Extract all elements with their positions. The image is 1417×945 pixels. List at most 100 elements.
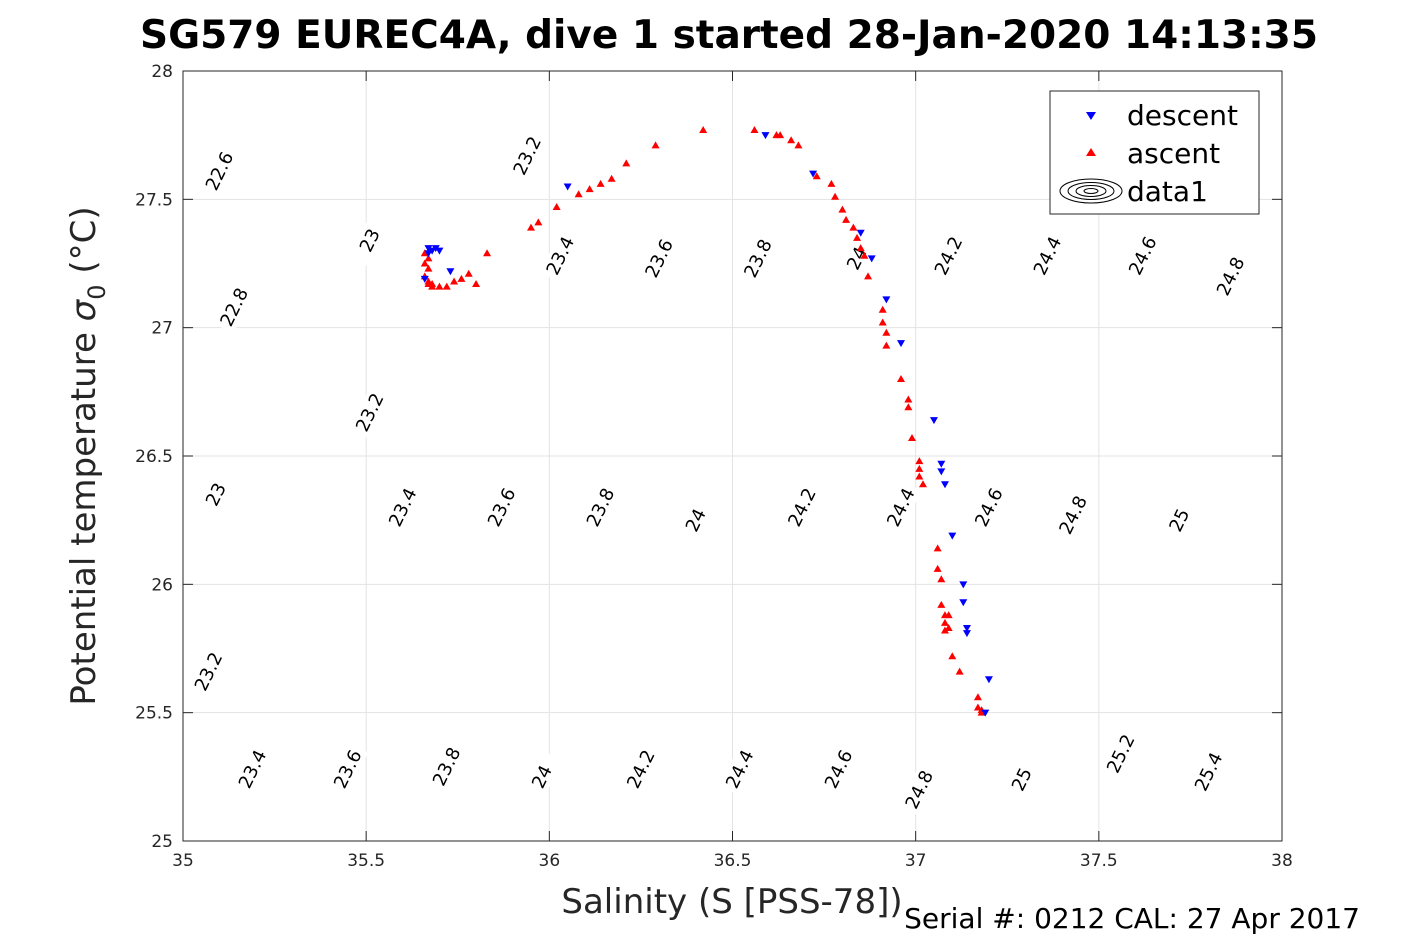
contour-label-background bbox=[1158, 493, 1200, 547]
ascent-marker-icon bbox=[1086, 148, 1096, 156]
ascent-point bbox=[915, 464, 924, 472]
serial-calibration-footer: Serial #: 0212 CAL: 27 Apr 2017 bbox=[904, 902, 1360, 935]
descent-point bbox=[937, 460, 946, 468]
descent-point bbox=[959, 599, 968, 607]
ascent-point bbox=[651, 141, 660, 149]
descent-point bbox=[424, 245, 433, 253]
contour-label-background bbox=[898, 763, 940, 817]
y-axis-label-subscript: 0 bbox=[83, 284, 111, 299]
ascent-point bbox=[750, 126, 759, 134]
y-axis-ticks: 25 25.5 26 26.5 27 27.5 28 bbox=[135, 62, 1282, 852]
x-axis-label: Salinity (S [PSS-78]) bbox=[561, 882, 902, 922]
x-axis-ticks: 35 35.5 36 36.5 37 37.5 38 bbox=[172, 71, 1293, 871]
descent-point bbox=[962, 630, 971, 638]
x-tick-label: 35.5 bbox=[347, 851, 385, 871]
contour-label-background bbox=[968, 480, 1010, 534]
ascent-point bbox=[918, 480, 927, 488]
contour-label-background bbox=[620, 742, 662, 796]
ascent-point bbox=[464, 269, 473, 277]
legend-item-descent: descent bbox=[1086, 99, 1238, 132]
descent-point bbox=[981, 709, 990, 717]
chart-title: SG579 EUREC4A, dive 1 started 28-Jan-202… bbox=[140, 13, 1318, 58]
contour-label-background bbox=[481, 480, 523, 534]
legend-label-ascent: ascent bbox=[1127, 137, 1220, 170]
ascent-point bbox=[973, 703, 982, 711]
descent-point bbox=[937, 468, 946, 476]
ascent-point bbox=[937, 575, 946, 583]
ascent-point bbox=[787, 136, 796, 144]
legend-label-descent: descent bbox=[1127, 99, 1238, 132]
ascent-point bbox=[860, 251, 869, 259]
ascent-point bbox=[882, 341, 891, 349]
descent-point bbox=[940, 481, 949, 489]
y-axis-label-unit: (°C) bbox=[64, 206, 104, 273]
contour-label-background bbox=[1122, 229, 1164, 283]
contour-label-background bbox=[928, 229, 970, 283]
ascent-point bbox=[596, 179, 605, 187]
ascent-point bbox=[585, 185, 594, 193]
ascent-point bbox=[944, 623, 953, 631]
ascent-point bbox=[977, 708, 986, 716]
contour-label-background bbox=[521, 750, 563, 804]
ascent-point bbox=[937, 600, 946, 608]
contour-label-background bbox=[349, 214, 391, 267]
legend-box bbox=[1049, 90, 1260, 215]
legend: descent ascent data1 bbox=[1049, 90, 1260, 215]
descent-point bbox=[446, 268, 455, 276]
ascent-point bbox=[933, 544, 942, 552]
descent-point bbox=[856, 229, 865, 237]
contour-label-background bbox=[1210, 249, 1252, 303]
contour-label-background bbox=[818, 742, 860, 796]
ascent-point bbox=[442, 282, 451, 290]
ascent-point bbox=[428, 282, 437, 290]
descent-point bbox=[424, 250, 433, 258]
contour-label-background bbox=[349, 385, 391, 439]
contour-label-background bbox=[188, 645, 230, 698]
y-tick-label: 26.5 bbox=[135, 447, 173, 467]
descent-series bbox=[420, 132, 993, 717]
descent-point bbox=[420, 275, 429, 283]
ascent-point bbox=[435, 282, 444, 290]
x-tick-label: 38 bbox=[1271, 851, 1293, 871]
ascent-point bbox=[552, 203, 561, 211]
contour-label-background bbox=[232, 742, 274, 796]
contour-label-background bbox=[580, 480, 622, 534]
ascent-point bbox=[904, 403, 913, 411]
ascent-point bbox=[838, 205, 847, 213]
ascent-series bbox=[420, 126, 986, 716]
y-tick-label: 25 bbox=[151, 832, 173, 852]
ascent-point bbox=[699, 126, 708, 134]
ascent-point bbox=[955, 667, 964, 675]
contour-label-background bbox=[327, 742, 369, 796]
ascent-point bbox=[944, 611, 953, 619]
contour-label-background bbox=[1052, 488, 1094, 542]
ascent-point bbox=[794, 141, 803, 149]
y-axis-label-main: Potential temperature bbox=[64, 332, 104, 705]
ascent-point bbox=[878, 318, 887, 326]
ascent-point bbox=[574, 190, 583, 198]
contour-label-background bbox=[213, 280, 255, 334]
ascent-point bbox=[853, 233, 862, 241]
ascent-point bbox=[534, 218, 543, 226]
descent-point bbox=[959, 581, 968, 589]
descent-point bbox=[882, 296, 891, 304]
ascent-point bbox=[915, 472, 924, 480]
contour-legend-icon bbox=[1059, 178, 1123, 204]
contour-label-background bbox=[506, 129, 548, 183]
svg-text:Potential temperature σ0 (°C): Potential temperature σ0 (°C) bbox=[64, 206, 111, 705]
ascent-point bbox=[472, 280, 481, 288]
ascent-point bbox=[908, 434, 917, 442]
contour-label-background bbox=[1001, 753, 1043, 806]
descent-point bbox=[428, 247, 437, 255]
ascent-point bbox=[776, 131, 785, 139]
y-tick-label: 28 bbox=[151, 62, 173, 82]
contour-label-background bbox=[539, 229, 581, 283]
contour-label-background bbox=[836, 231, 878, 285]
x-tick-label: 36 bbox=[539, 851, 561, 871]
y-tick-label: 27 bbox=[151, 319, 173, 339]
descent-point bbox=[867, 255, 876, 263]
contour-label-background bbox=[1188, 745, 1230, 799]
contour-label-background bbox=[199, 144, 241, 198]
contour-label-background bbox=[638, 231, 680, 285]
ascent-point bbox=[904, 395, 913, 403]
